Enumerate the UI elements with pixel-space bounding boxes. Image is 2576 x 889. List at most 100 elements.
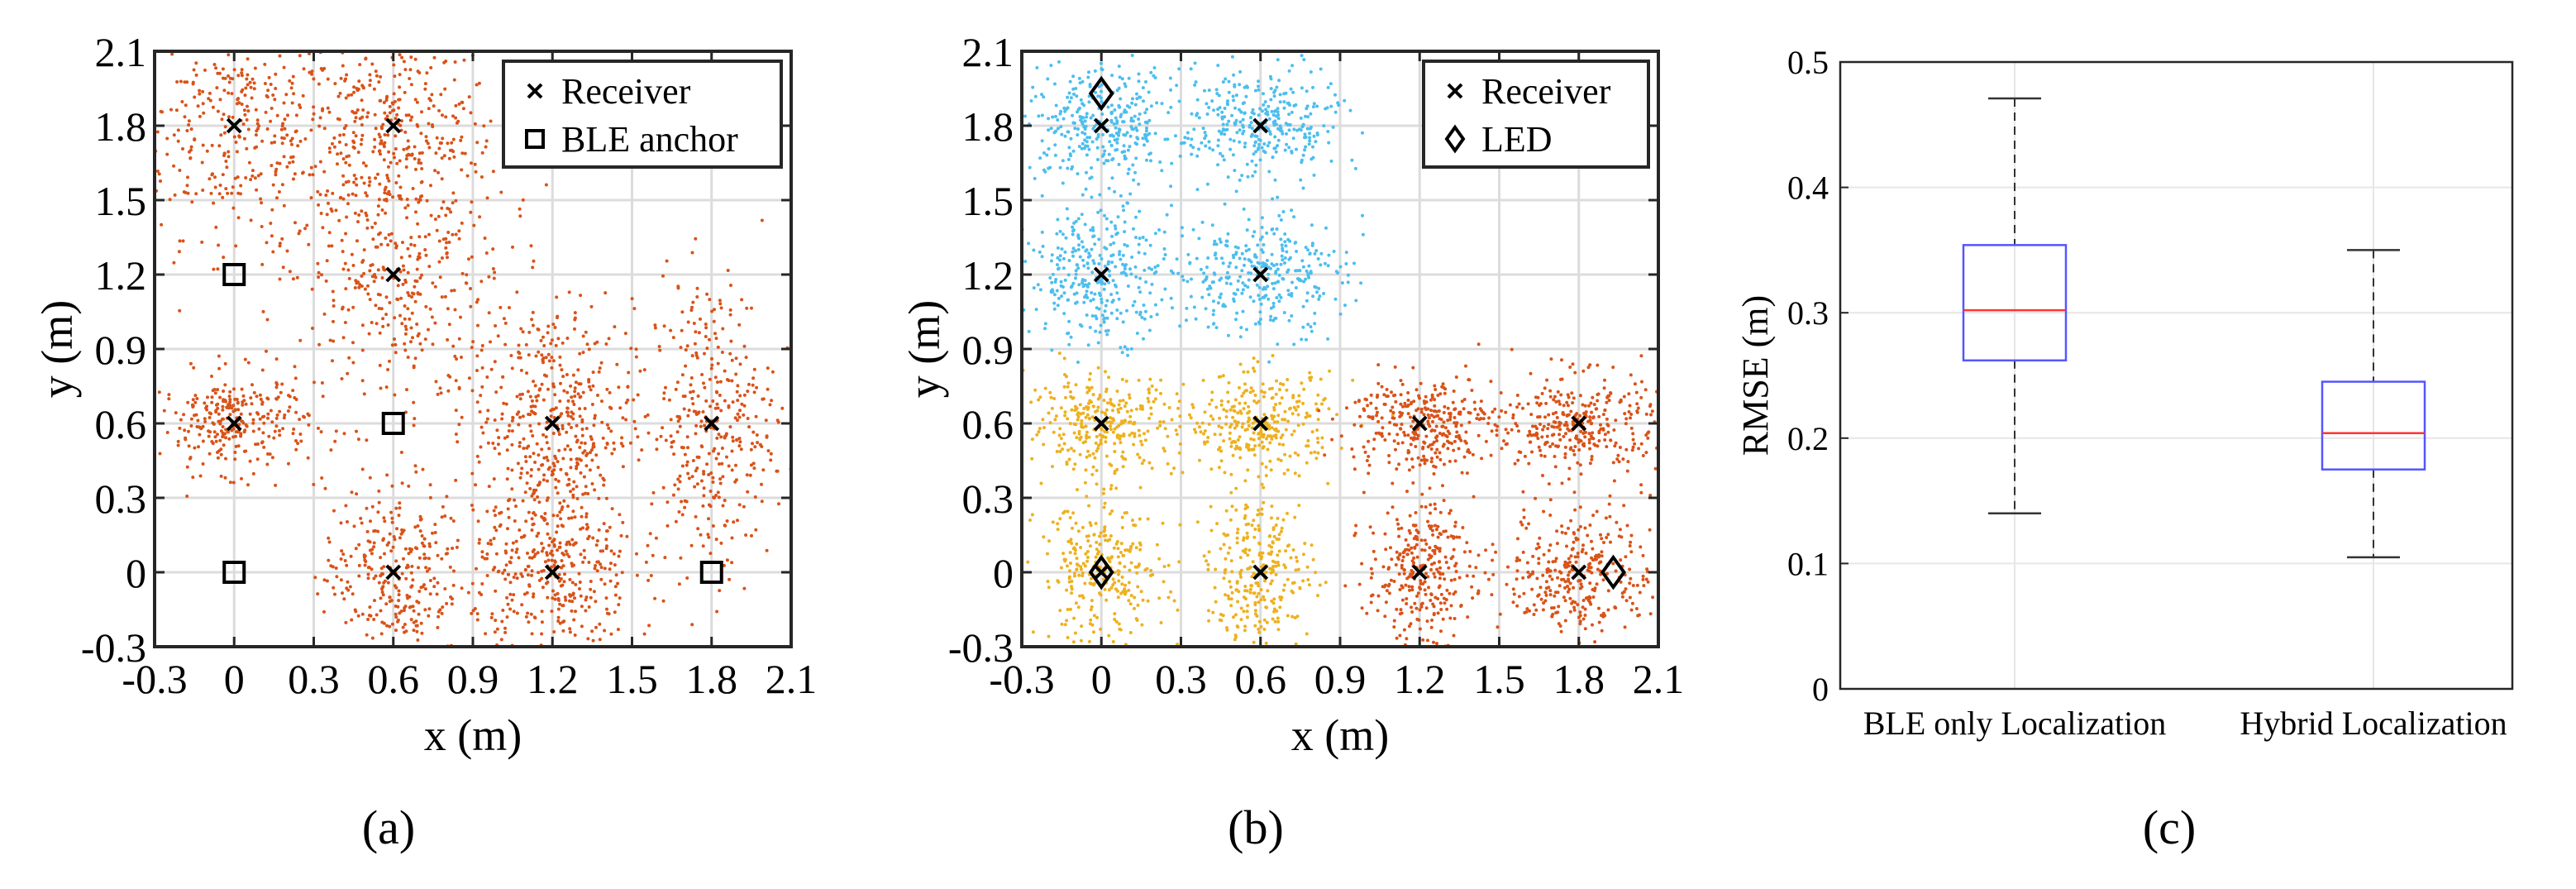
- estimate-point: [497, 436, 501, 440]
- estimate-point: [1252, 431, 1256, 435]
- estimate-point: [714, 337, 718, 341]
- estimate-point: [504, 563, 508, 567]
- estimate-point: [736, 384, 740, 388]
- estimate-point: [390, 484, 394, 488]
- estimate-point: [670, 441, 674, 444]
- estimate-point: [1072, 616, 1076, 620]
- estimate-point: [694, 351, 699, 355]
- estimate-point: [1058, 517, 1062, 521]
- estimate-point: [1061, 552, 1066, 556]
- estimate-point: [343, 261, 347, 265]
- estimate-point: [540, 620, 544, 624]
- estimate-point: [1063, 250, 1067, 254]
- estimate-point: [1099, 593, 1103, 597]
- estimate-point: [530, 318, 534, 322]
- estimate-point: [236, 97, 241, 101]
- estimate-point: [194, 73, 198, 77]
- estimate-point: [703, 385, 707, 390]
- estimate-point: [233, 451, 237, 454]
- estimate-point: [232, 135, 236, 139]
- estimate-point: [1085, 390, 1090, 394]
- estimate-point: [379, 386, 383, 390]
- estimate-point: [196, 418, 200, 423]
- estimate-point: [434, 380, 438, 384]
- estimate-point: [693, 485, 697, 489]
- estimate-point: [339, 195, 343, 199]
- estimate-point: [1043, 322, 1047, 326]
- estimate-point: [451, 201, 455, 205]
- estimate-point: [1077, 243, 1081, 247]
- estimate-point: [576, 368, 580, 372]
- estimate-point: [403, 332, 408, 336]
- estimate-point: [1235, 311, 1239, 315]
- x-tick-label: 2.1: [766, 656, 818, 702]
- estimate-point: [317, 426, 320, 430]
- estimate-point: [363, 287, 367, 291]
- estimate-point: [512, 609, 516, 614]
- estimate-point: [1162, 565, 1166, 568]
- estimate-point: [216, 388, 220, 392]
- estimate-point: [191, 404, 195, 408]
- estimate-point: [1109, 311, 1114, 315]
- estimate-point: [355, 87, 359, 90]
- estimate-point: [1185, 306, 1189, 310]
- receiver-marker: [385, 564, 402, 581]
- estimate-point: [1195, 154, 1200, 158]
- estimate-point: [556, 524, 560, 528]
- estimate-point: [1076, 605, 1080, 609]
- estimate-point: [491, 267, 495, 270]
- estimate-point: [633, 427, 637, 431]
- estimate-point: [1354, 299, 1358, 303]
- estimate-point: [1233, 419, 1237, 423]
- estimate-point: [521, 392, 524, 396]
- estimate-point: [1068, 516, 1072, 519]
- estimate-point: [393, 74, 397, 79]
- estimate-point: [1073, 631, 1077, 635]
- estimate-point: [418, 529, 422, 533]
- estimate-point: [734, 372, 738, 376]
- estimate-point: [1234, 189, 1238, 194]
- estimate-point: [446, 552, 449, 556]
- estimate-point: [319, 430, 323, 434]
- estimate-point: [1112, 546, 1116, 550]
- estimate-point: [322, 312, 327, 316]
- estimate-point: [1326, 130, 1330, 133]
- estimate-point: [736, 412, 740, 416]
- estimate-point: [278, 54, 282, 58]
- estimate-point: [589, 388, 593, 392]
- estimate-point: [1294, 103, 1298, 107]
- estimate-point: [193, 394, 198, 398]
- estimate-point: [1046, 77, 1050, 81]
- estimate-point: [403, 623, 407, 626]
- estimate-point: [602, 483, 606, 487]
- estimate-point: [427, 557, 431, 561]
- estimate-point: [699, 444, 704, 448]
- estimate-point: [394, 181, 398, 184]
- estimate-point: [470, 346, 474, 350]
- estimate-point: [420, 541, 424, 545]
- estimate-point: [753, 495, 757, 499]
- estimate-point: [674, 519, 678, 523]
- estimate-point: [373, 599, 376, 603]
- estimate-point: [358, 63, 362, 67]
- estimate-point: [1155, 313, 1159, 317]
- estimate-point: [286, 409, 290, 413]
- estimate-point: [546, 331, 550, 335]
- estimate-point: [176, 443, 180, 447]
- estimate-point: [1061, 511, 1066, 515]
- estimate-point: [1189, 67, 1193, 71]
- estimate-point: [1219, 426, 1224, 430]
- estimate-point: [440, 557, 444, 561]
- estimate-point: [719, 409, 723, 413]
- estimate-point: [316, 592, 320, 596]
- estimate-point: [341, 336, 346, 340]
- receiver-stroke: [385, 564, 402, 581]
- estimate-point: [1205, 287, 1209, 291]
- estimate-point: [1225, 122, 1229, 127]
- estimate-point: [609, 562, 613, 566]
- estimate-point: [1091, 630, 1095, 634]
- estimate-point: [684, 364, 688, 368]
- estimate-point: [580, 514, 584, 519]
- estimate-point: [558, 545, 562, 549]
- estimate-point: [1238, 83, 1242, 87]
